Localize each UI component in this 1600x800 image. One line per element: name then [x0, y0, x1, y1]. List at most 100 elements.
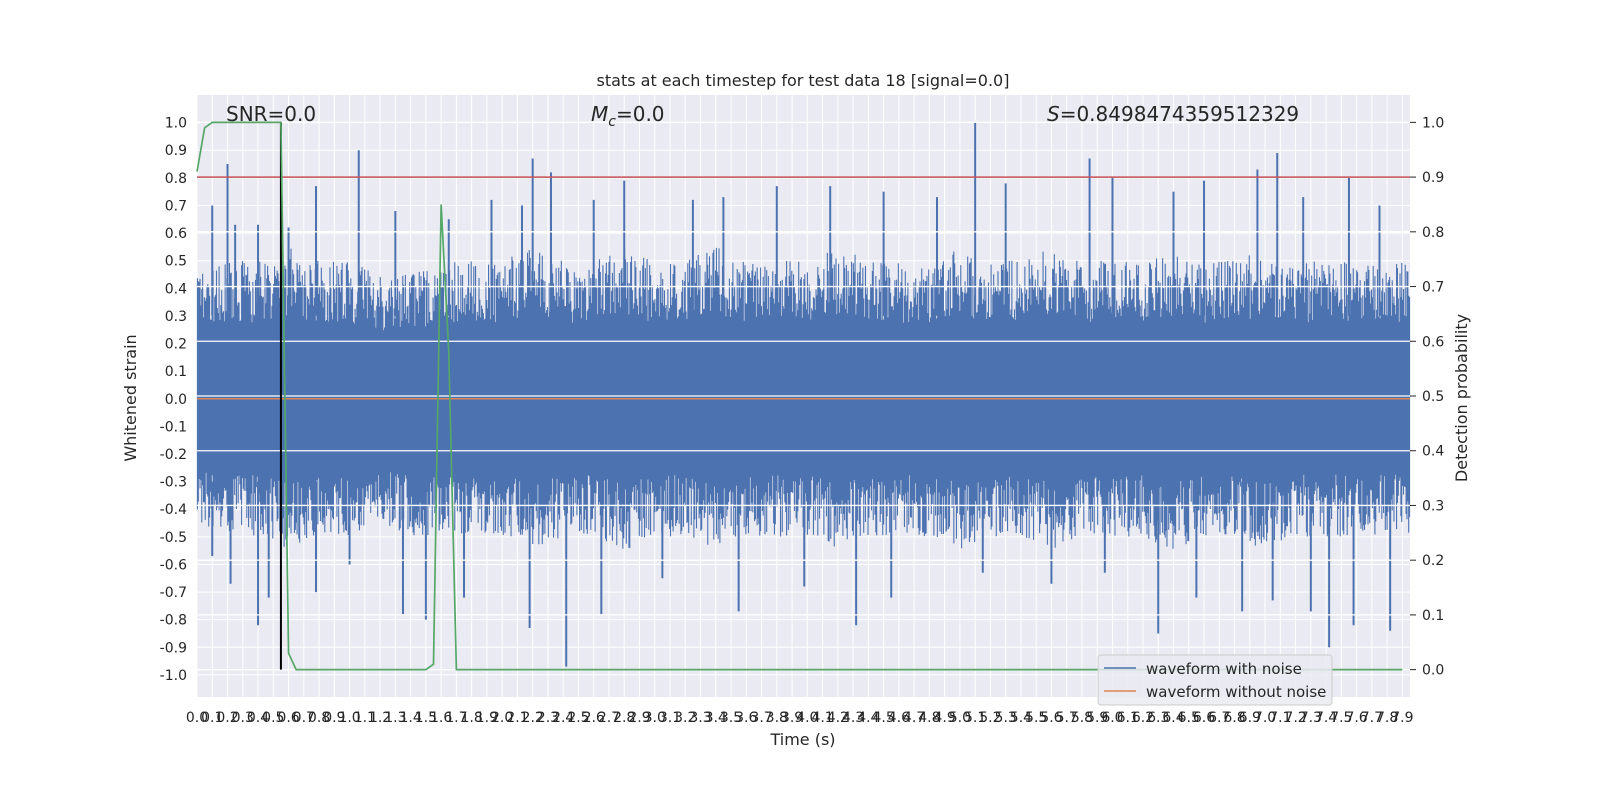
chirp-mass-symbol: M: [591, 102, 608, 126]
x-tick-label-6-3: 6.3: [1147, 710, 1169, 726]
chirp-mass-subscript: c: [608, 114, 616, 130]
chirp-mass-value: =0.0: [616, 102, 665, 126]
score-annotation: S=0.8498474359512329: [1047, 102, 1299, 126]
x-tick-label-3-3: 3.3: [689, 710, 711, 726]
x-tick-label-5-8: 5.8: [1071, 710, 1093, 726]
left-y-tick-label--0-6: -0.6: [160, 557, 187, 573]
x-tick-label-0-0: 0.0: [186, 710, 208, 726]
left-y-tick-label--0-7: -0.7: [160, 585, 187, 601]
x-tick-label-5-2: 5.2: [979, 710, 1001, 726]
x-tick-label-1-7: 1.7: [445, 710, 467, 726]
x-tick-label-2-4: 2.4: [552, 710, 574, 726]
x-tick-label-2-3: 2.3: [537, 710, 559, 726]
legend: waveform with noise waveform without noi…: [1097, 654, 1333, 706]
left-y-tick-label-0-9: 0.9: [165, 143, 187, 159]
left-y-tick-labels: -1.0 -0.9 -0.8 -0.7 -0.6 -0.5 -0.4 -0.3 -0.2 -0.1…: [160, 116, 187, 684]
right-y-tick-label-0-8: 0.8: [1422, 225, 1444, 241]
x-tick-label-7-6: 7.6: [1345, 710, 1367, 726]
x-tick-label-5-0: 5.0: [949, 710, 971, 726]
x-tick-label-0-9: 0.9: [323, 710, 345, 726]
x-tick-label-6-6: 6.6: [1193, 710, 1215, 726]
x-tick-label-1-5: 1.5: [415, 710, 437, 726]
left-y-tick-label-0-2: 0.2: [165, 337, 187, 353]
x-tick-label-1-9: 1.9: [476, 710, 498, 726]
x-tick-label-4-4: 4.4: [857, 710, 879, 726]
left-y-tick-label--0-4: -0.4: [160, 502, 187, 518]
left-y-tick-label-0-0: 0.0: [165, 392, 187, 408]
x-tick-label-0-1: 0.1: [201, 710, 223, 726]
x-tick-label-2-9: 2.9: [628, 710, 650, 726]
x-tick-label-7-8: 7.8: [1376, 710, 1398, 726]
left-y-tick-label--1-0: -1.0: [160, 668, 187, 684]
x-tick-label-6-4: 6.4: [1162, 710, 1184, 726]
x-tick-label-2-8: 2.8: [613, 710, 635, 726]
x-tick-label-3-7: 3.7: [750, 710, 772, 726]
right-y-tick-labels: 0.0 0.1 0.2 0.3 0.4 0.5 0.6 0.7 0.8 0.9 1.0: [1410, 115, 1444, 679]
left-y-tick-label--0-5: -0.5: [160, 530, 187, 546]
x-tick-label-4-0: 4.0: [796, 710, 818, 726]
x-tick-label-5-3: 5.3: [995, 710, 1017, 726]
x-tick-label-3-8: 3.8: [766, 710, 788, 726]
x-tick-label-4-2: 4.2: [827, 710, 849, 726]
x-tick-label-6-2: 6.2: [1132, 710, 1154, 726]
left-y-tick-label-0-4: 0.4: [165, 281, 187, 297]
legend-box: [1097, 654, 1333, 706]
left-y-tick-label--0-1: -0.1: [160, 419, 187, 435]
left-y-tick-label-0-3: 0.3: [165, 309, 187, 325]
x-tick-labels: 0.00.10.20.30.40.50.60.70.80.91.01.11.21…: [186, 710, 1414, 726]
x-tick-label-7-9: 7.9: [1391, 710, 1413, 726]
x-tick-label-6-8: 6.8: [1223, 710, 1245, 726]
left-y-axis-label: Whitened strain: [121, 334, 140, 461]
score-symbol: S: [1047, 102, 1060, 126]
chart-title: stats at each timestep for test data 18 …: [597, 71, 1010, 90]
x-tick-label-0-4: 0.4: [247, 710, 269, 726]
x-tick-label-4-7: 4.7: [903, 710, 925, 726]
x-tick-label-6-0: 6.0: [1101, 710, 1123, 726]
x-tick-label-5-4: 5.4: [1010, 710, 1032, 726]
x-tick-label-5-6: 5.6: [1040, 710, 1062, 726]
x-tick-label-7-7: 7.7: [1361, 710, 1383, 726]
x-tick-label-2-1: 2.1: [506, 710, 528, 726]
x-tick-label-5-5: 5.5: [1025, 710, 1047, 726]
x-tick-label-0-5: 0.5: [262, 710, 284, 726]
x-tick-label-7-3: 7.3: [1300, 710, 1322, 726]
chirp-mass-annotation: Mc=0.0: [591, 102, 665, 130]
left-y-tick-label-0-8: 0.8: [165, 171, 187, 187]
x-tick-label-2-0: 2.0: [491, 710, 513, 726]
x-tick-label-5-9: 5.9: [1086, 710, 1108, 726]
right-y-tick-label-0-0: 0.0: [1422, 663, 1444, 679]
left-y-tick-label--0-9: -0.9: [160, 640, 187, 656]
x-tick-label-1-4: 1.4: [399, 710, 421, 726]
right-y-tick-label-1-0: 1.0: [1422, 115, 1444, 131]
x-tick-label-7-2: 7.2: [1284, 710, 1306, 726]
right-y-axis-label: Detection probability: [1452, 314, 1471, 482]
x-tick-label-3-1: 3.1: [659, 710, 681, 726]
left-y-tick-label--0-2: -0.2: [160, 447, 187, 463]
x-tick-label-7-4: 7.4: [1315, 710, 1337, 726]
right-y-tick-label-0-5: 0.5: [1422, 389, 1444, 405]
x-tick-label-6-5: 6.5: [1178, 710, 1200, 726]
x-axis-label: Time (s): [769, 730, 835, 749]
score-value: =0.8498474359512329: [1060, 102, 1299, 126]
x-tick-label-0-8: 0.8: [308, 710, 330, 726]
x-tick-label-3-2: 3.2: [674, 710, 696, 726]
overlay-lines: [196, 121, 1410, 671]
x-tick-label-2-5: 2.5: [567, 710, 589, 726]
right-y-tick-label-0-3: 0.3: [1422, 498, 1444, 514]
left-y-tick-label-0-6: 0.6: [165, 226, 187, 242]
x-tick-label-4-8: 4.8: [918, 710, 940, 726]
x-tick-label-7-0: 7.0: [1254, 710, 1276, 726]
x-tick-label-1-8: 1.8: [461, 710, 483, 726]
x-tick-label-7-1: 7.1: [1269, 710, 1291, 726]
left-y-tick-label-0-7: 0.7: [165, 198, 187, 214]
x-tick-label-4-5: 4.5: [872, 710, 894, 726]
x-tick-label-1-1: 1.1: [354, 710, 376, 726]
right-y-tick-label-0-9: 0.9: [1422, 170, 1444, 186]
x-tick-label-4-3: 4.3: [842, 710, 864, 726]
x-tick-label-1-3: 1.3: [384, 710, 406, 726]
x-tick-label-1-0: 1.0: [338, 710, 360, 726]
left-y-tick-label-0-1: 0.1: [165, 364, 187, 380]
right-y-tick-label-0-6: 0.6: [1422, 334, 1444, 350]
x-tick-label-6-9: 6.9: [1239, 710, 1261, 726]
